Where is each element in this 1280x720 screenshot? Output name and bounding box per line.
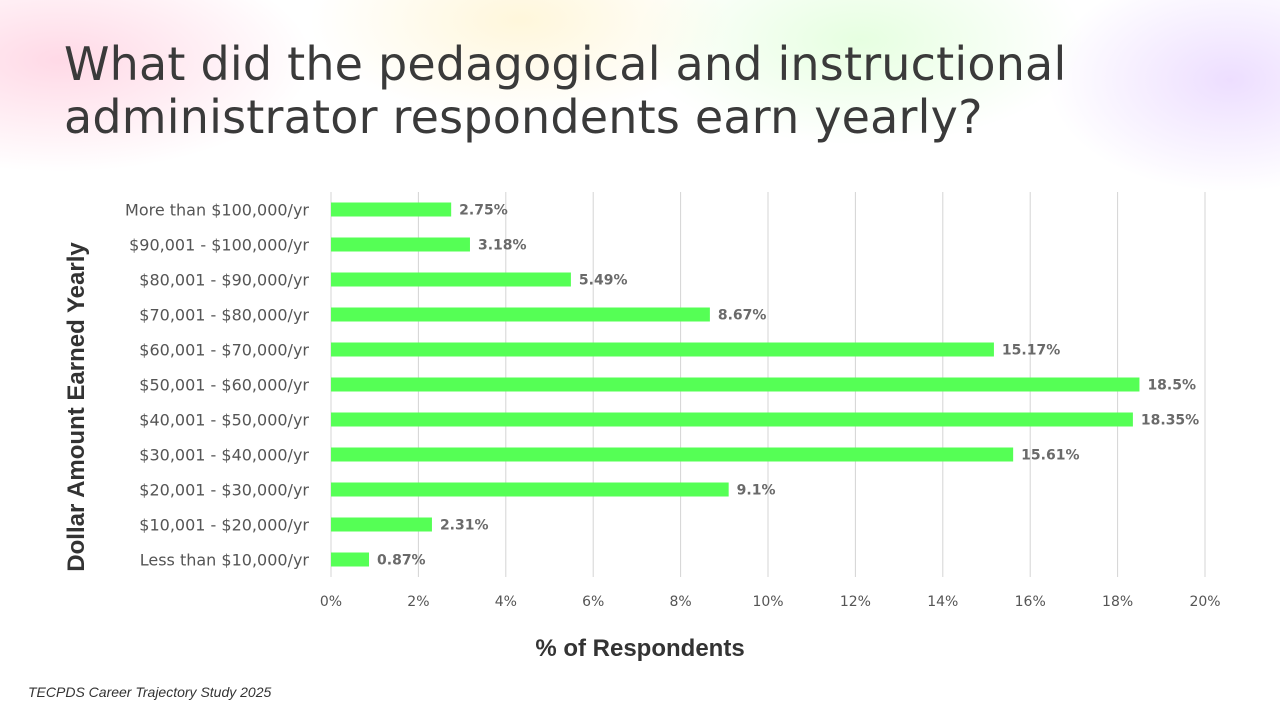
category-label: $80,001 - $90,000/yr (139, 271, 309, 290)
bar (331, 517, 432, 532)
data-label: 8.67% (718, 308, 767, 324)
category-label: $90,001 - $100,000/yr (129, 236, 309, 255)
x-tick-label: 20% (1189, 594, 1220, 610)
x-axis-title: % of Respondents (535, 635, 744, 662)
x-tick-label: 16% (1015, 594, 1046, 610)
bar (331, 237, 470, 252)
category-label: $10,001 - $20,000/yr (139, 516, 309, 535)
bar (331, 342, 994, 357)
bar (331, 447, 1014, 462)
category-label: Less than $10,000/yr (140, 551, 310, 570)
data-label: 2.75% (459, 203, 508, 219)
category-label: $60,001 - $70,000/yr (139, 341, 309, 360)
data-label: 2.31% (440, 518, 489, 534)
x-tick-label: 6% (582, 594, 604, 610)
x-tick-label: 8% (669, 594, 691, 610)
data-label: 3.18% (478, 238, 527, 254)
bar (331, 307, 710, 322)
data-label: 9.1% (737, 483, 776, 499)
data-label: 5.49% (579, 273, 628, 289)
data-label: 15.61% (1021, 448, 1079, 464)
category-label: More than $100,000/yr (125, 201, 309, 220)
x-tick-label: 14% (927, 594, 958, 610)
bar (331, 377, 1140, 392)
bar (331, 552, 370, 567)
x-tick-label: 18% (1102, 594, 1133, 610)
data-label: 15.17% (1002, 343, 1060, 359)
background-gradient (0, 0, 1280, 260)
x-tick-label: 4% (495, 594, 517, 610)
data-label: 18.5% (1147, 378, 1196, 394)
footer-source: TECPDS Career Trajectory Study 2025 (28, 684, 272, 700)
data-label: 0.87% (377, 553, 426, 569)
bar (331, 482, 729, 497)
category-label: $30,001 - $40,000/yr (139, 446, 309, 465)
x-tick-label: 10% (752, 594, 783, 610)
slide-title: What did the pedagogical and instruction… (64, 37, 1067, 144)
data-label: 18.35% (1141, 413, 1199, 429)
category-label: $40,001 - $50,000/yr (139, 411, 309, 430)
y-axis-title: Dollar Amount Earned Yearly (63, 242, 90, 572)
category-label: $50,001 - $60,000/yr (139, 376, 309, 395)
bar (331, 272, 571, 287)
x-tick-label: 12% (840, 594, 871, 610)
category-label: $20,001 - $30,000/yr (139, 481, 309, 500)
x-tick-label: 2% (407, 594, 429, 610)
bar (331, 202, 452, 217)
category-label: $70,001 - $80,000/yr (139, 306, 309, 325)
bar (331, 412, 1133, 427)
x-tick-label: 0% (320, 594, 342, 610)
